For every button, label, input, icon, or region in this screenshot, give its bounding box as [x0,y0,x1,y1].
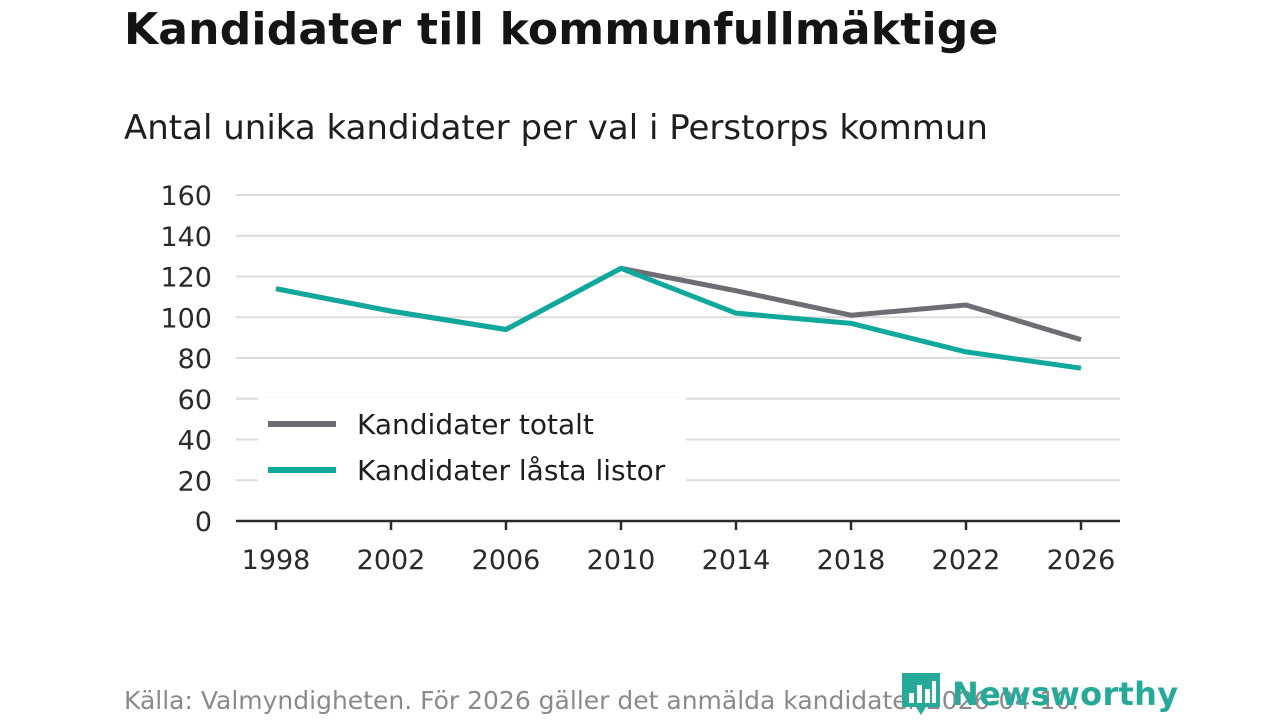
y-tick-label: 120 [160,263,212,294]
y-tick-label: 0 [195,507,212,538]
x-tick-label: 2002 [357,545,426,576]
line-chart: 0 20 40 60 80 100 120 140 160 1998 2002 2006 2010 20… [160,181,1120,576]
legend-label: Kandidater låsta listor [357,454,666,487]
y-tick-label: 160 [160,181,212,212]
brand-name: Newsworthy [952,675,1179,713]
chart-subtitle: Antal unika kandidater per val i Perstor… [124,108,988,148]
newsworthy-logo-icon [902,673,940,715]
x-tick-label: 2006 [472,545,541,576]
x-tick-label: 1998 [242,545,311,576]
newsworthy-logo: Newsworthy [900,668,1178,720]
y-axis-ticks: 0 20 40 60 80 100 120 140 160 [160,181,212,538]
x-tick-label: 2026 [1047,545,1116,576]
y-tick-label: 20 [178,466,212,497]
y-tick-label: 60 [178,385,212,416]
y-tick-label: 140 [160,222,212,253]
series-line-total [275,265,1082,343]
y-tick-label: 80 [178,344,212,375]
series-lines [275,265,1082,371]
y-tick-label: 40 [178,426,212,457]
y-tick-label: 100 [160,303,212,334]
series-line-locked-lists [275,265,1082,371]
x-tick-label: 2014 [702,545,771,576]
x-axis: 1998 2002 2006 2010 2014 2018 2022 2026 [236,519,1120,576]
x-tick-label: 2010 [587,545,656,576]
x-tick-label: 2022 [932,545,1001,576]
chart-title: Kandidater till kommunfullmäktige [124,4,999,55]
legend-label: Kandidater totalt [357,408,594,441]
legend: Kandidater totalt Kandidater låsta listor [258,398,686,487]
x-tick-label: 2018 [817,545,886,576]
